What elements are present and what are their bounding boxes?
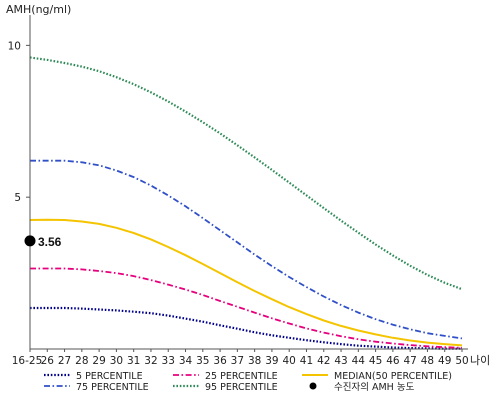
x-tick-label: 36 bbox=[213, 355, 227, 367]
legend-label-patient-marker: 수진자의 AMH 농도 bbox=[334, 382, 415, 393]
x-tick-label: 29 bbox=[92, 355, 105, 367]
patient-amh-marker bbox=[24, 235, 36, 247]
x-tick-label: 40 bbox=[283, 355, 296, 367]
series-line-25-percentile bbox=[30, 267, 463, 349]
x-tick-label: 44 bbox=[352, 355, 366, 367]
legend-label-5-percentile: 5 PERCENTILE bbox=[76, 371, 143, 382]
legend-swatch-patient-marker bbox=[309, 382, 317, 390]
y-axis-title: AMH(ng/ml) bbox=[6, 3, 71, 16]
x-tick-label: 43 bbox=[334, 355, 347, 367]
legend-label-25-percentile: 25 PERCENTILE bbox=[205, 371, 278, 382]
legend-label-median-50-percentile: MEDIAN(50 PERCENTILE) bbox=[334, 371, 452, 382]
x-tick-label: 28 bbox=[75, 355, 88, 367]
x-tick-label: 46 bbox=[386, 355, 400, 367]
x-tick-label: 38 bbox=[248, 355, 261, 367]
legend-label-95-percentile: 95 PERCENTILE bbox=[205, 382, 278, 393]
x-tick-label: 31 bbox=[127, 355, 140, 367]
series-line-5-percentile bbox=[30, 306, 462, 350]
x-tick-label: 45 bbox=[369, 355, 382, 367]
x-tick-label: 35 bbox=[196, 355, 209, 367]
axes: AMH(ng/ml) 나이 bbox=[6, 3, 490, 367]
x-tick-label: 39 bbox=[265, 355, 278, 367]
x-tick-label: 34 bbox=[179, 355, 193, 367]
x-tick-label: 50 bbox=[455, 355, 468, 367]
x-tick-label: 26 bbox=[41, 355, 55, 367]
series-line-75-percentile bbox=[30, 159, 463, 340]
x-tick-label: 42 bbox=[317, 355, 330, 367]
y-tick-label: 10 bbox=[8, 40, 21, 52]
legend: 5 PERCENTILE 25 PERCENTILE MEDIAN(50 PERCE… bbox=[44, 371, 452, 393]
x-tick-label: 47 bbox=[403, 355, 416, 367]
x-tick-label: 49 bbox=[438, 355, 451, 367]
x-tick-label: 33 bbox=[162, 355, 175, 367]
x-tick-label: 27 bbox=[58, 355, 71, 367]
series-lines bbox=[29, 56, 463, 350]
patient-amh-value-label: 3.56 bbox=[38, 235, 62, 249]
x-tick-label: 30 bbox=[110, 355, 123, 367]
legend-label-75-percentile: 75 PERCENTILE bbox=[76, 382, 149, 393]
x-tick-label: 32 bbox=[144, 355, 157, 367]
x-tick-label: 37 bbox=[231, 355, 244, 367]
series-line-median-50-percentile bbox=[29, 218, 463, 347]
y-tick-label: 5 bbox=[14, 192, 21, 204]
series-line-95-percentile bbox=[29, 56, 463, 291]
patient-marker-group: 3.56 bbox=[24, 235, 62, 249]
x-tick-label: 41 bbox=[300, 355, 313, 367]
x-axis-title: 나이 bbox=[470, 354, 490, 367]
x-tick-label: 48 bbox=[421, 355, 434, 367]
x-tick-label: 16-25 bbox=[12, 355, 43, 367]
